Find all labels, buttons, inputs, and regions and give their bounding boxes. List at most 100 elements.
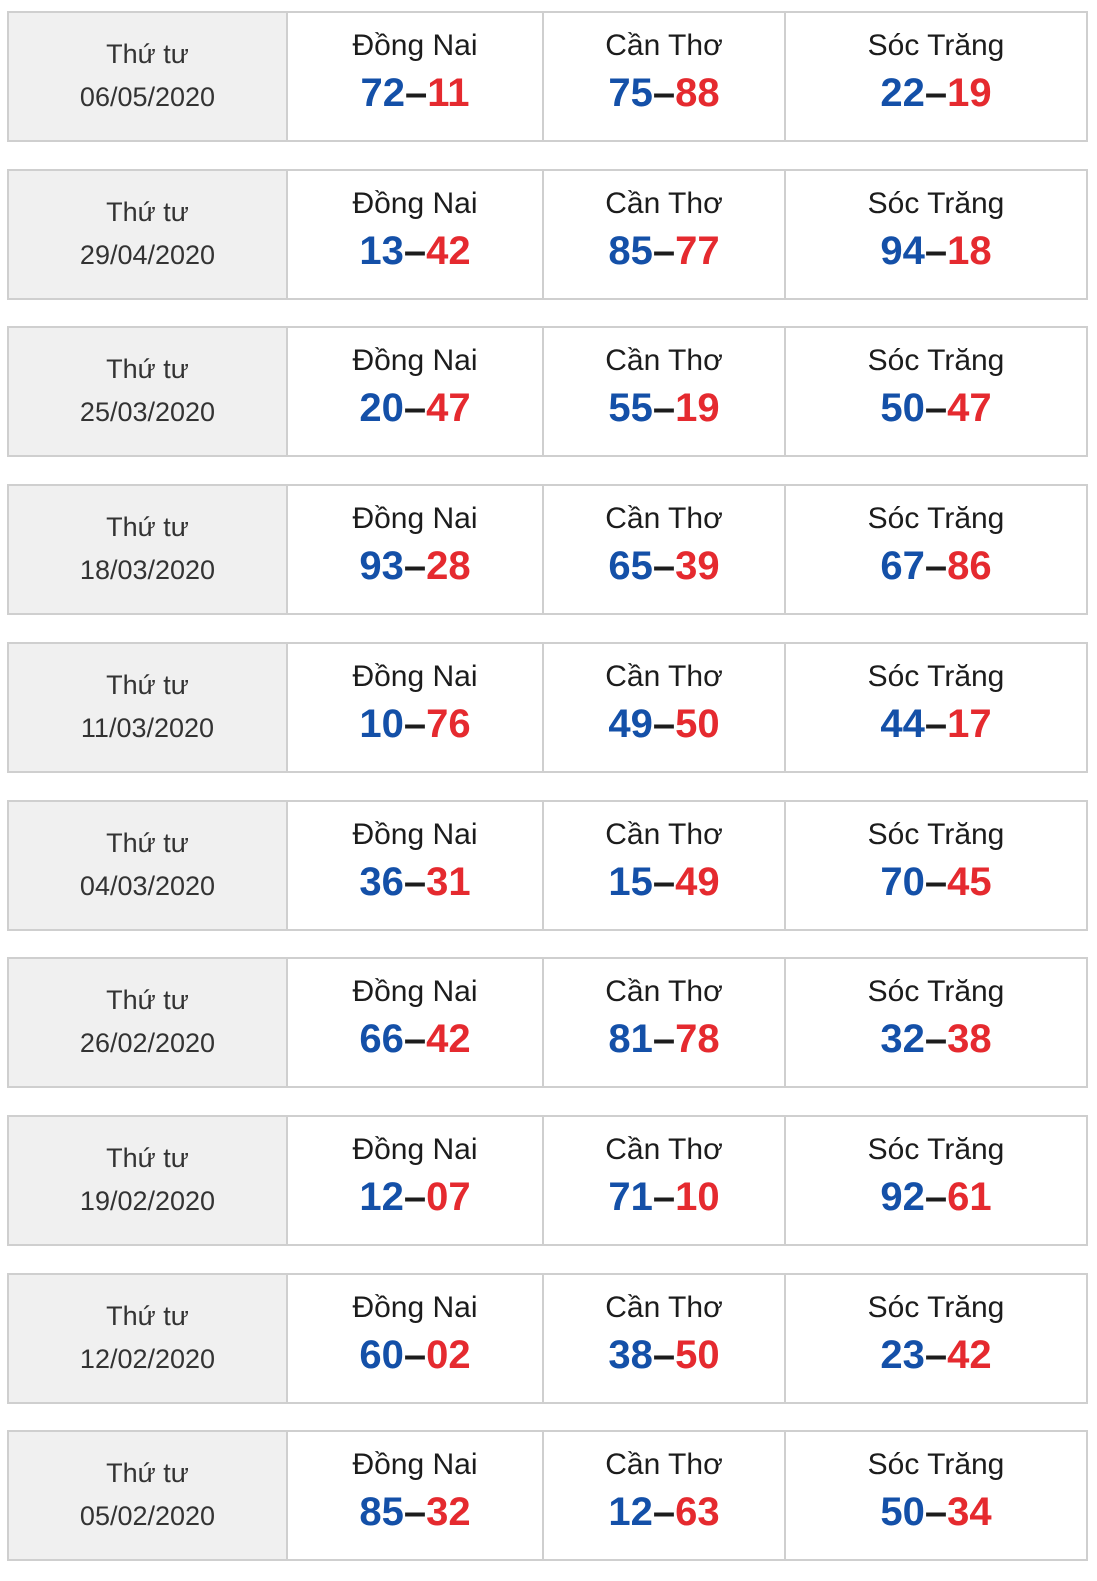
number-separator: – — [403, 1174, 427, 1219]
second-number: 39 — [675, 543, 720, 588]
province-name: Cần Thơ — [605, 186, 723, 220]
date-cell: Thứ tư 19/02/2020 — [7, 1115, 288, 1246]
table-row: Thứ tư 12/02/2020 Đồng Nai 60–02 Cần Thơ 38–5… — [7, 1273, 1088, 1404]
first-number: 75 — [608, 70, 653, 115]
draw-date: 06/05/2020 — [79, 81, 216, 112]
result-numbers: 38–50 — [544, 1332, 784, 1378]
province-name: Sóc Trăng — [867, 343, 1005, 377]
number-separator: – — [652, 385, 676, 430]
result-numbers: 71–10 — [544, 1174, 784, 1220]
weekday-label: Thứ tư — [106, 669, 189, 700]
result-numbers: 50–47 — [786, 385, 1086, 431]
number-separator: – — [652, 543, 676, 588]
province-result-cell: Sóc Trăng 23–42 — [784, 1273, 1088, 1404]
second-number: 19 — [947, 70, 992, 115]
province-result-cell: Sóc Trăng 44–17 — [784, 642, 1088, 773]
weekday-label: Thứ tư — [106, 38, 189, 69]
result-table: Thứ tư 18/03/2020 Đồng Nai 93–28 Cần Thơ 65–3… — [7, 484, 1088, 615]
weekday-label: Thứ tư — [106, 353, 189, 384]
second-number: 02 — [426, 1332, 471, 1377]
result-numbers: 70–45 — [786, 859, 1086, 905]
first-number: 44 — [880, 701, 925, 746]
number-separator: – — [403, 385, 427, 430]
result-numbers: 22–19 — [786, 70, 1086, 116]
province-result-cell: Cần Thơ 81–78 — [542, 957, 786, 1088]
result-numbers: 66–42 — [288, 1016, 542, 1062]
table-row: Thứ tư 25/03/2020 Đồng Nai 20–47 Cần Thơ 55–1… — [7, 326, 1088, 457]
number-separator: – — [924, 385, 948, 430]
first-number: 67 — [880, 543, 925, 588]
first-number: 50 — [880, 385, 925, 430]
first-number: 49 — [608, 701, 653, 746]
province-name: Đồng Nai — [352, 343, 478, 377]
province-result-cell: Sóc Trăng 32–38 — [784, 957, 1088, 1088]
province-name: Cần Thơ — [605, 1132, 723, 1166]
province-name: Sóc Trăng — [867, 28, 1005, 62]
result-numbers: 12–63 — [544, 1489, 784, 1535]
province-name: Cần Thơ — [605, 1290, 723, 1324]
number-separator: – — [403, 701, 427, 746]
province-name: Đồng Nai — [352, 28, 478, 62]
draw-date: 25/03/2020 — [79, 396, 216, 427]
weekday-label: Thứ tư — [106, 1142, 189, 1173]
number-separator: – — [924, 228, 948, 273]
province-result-cell: Đồng Nai 10–76 — [286, 642, 544, 773]
first-number: 12 — [359, 1174, 404, 1219]
province-name: Đồng Nai — [352, 817, 478, 851]
second-number: 32 — [426, 1489, 471, 1534]
province-name: Đồng Nai — [352, 974, 478, 1008]
province-result-cell: Đồng Nai 93–28 — [286, 484, 544, 615]
number-separator: – — [652, 701, 676, 746]
province-result-cell: Đồng Nai 60–02 — [286, 1273, 544, 1404]
province-result-cell: Đồng Nai 66–42 — [286, 957, 544, 1088]
province-name: Đồng Nai — [352, 1132, 478, 1166]
date-cell: Thứ tư 04/03/2020 — [7, 800, 288, 931]
number-separator: – — [924, 1489, 948, 1534]
second-number: 88 — [675, 70, 720, 115]
second-number: 47 — [426, 385, 471, 430]
result-numbers: 12–07 — [288, 1174, 542, 1220]
number-separator: – — [403, 228, 427, 273]
number-separator: – — [924, 1332, 948, 1377]
result-numbers: 94–18 — [786, 228, 1086, 274]
result-numbers: 50–34 — [786, 1489, 1086, 1535]
province-name: Cần Thơ — [605, 28, 723, 62]
first-number: 22 — [880, 70, 925, 115]
province-name: Sóc Trăng — [867, 1132, 1005, 1166]
second-number: 42 — [426, 228, 471, 273]
province-result-cell: Cần Thơ 65–39 — [542, 484, 786, 615]
result-numbers: 32–38 — [786, 1016, 1086, 1062]
province-result-cell: Sóc Trăng 94–18 — [784, 169, 1088, 300]
draw-date: 18/03/2020 — [79, 554, 216, 585]
result-table: Thứ tư 25/03/2020 Đồng Nai 20–47 Cần Thơ 55–1… — [7, 326, 1088, 457]
number-separator: – — [924, 1174, 948, 1219]
province-result-cell: Cần Thơ 15–49 — [542, 800, 786, 931]
date-cell: Thứ tư 18/03/2020 — [7, 484, 288, 615]
result-table: Thứ tư 11/03/2020 Đồng Nai 10–76 Cần Thơ 49–5… — [7, 642, 1088, 773]
number-separator: – — [403, 1489, 427, 1534]
first-number: 12 — [608, 1489, 653, 1534]
table-row: Thứ tư 18/03/2020 Đồng Nai 93–28 Cần Thơ 65–3… — [7, 484, 1088, 615]
date-cell: Thứ tư 05/02/2020 — [7, 1430, 288, 1561]
date-cell: Thứ tư 06/05/2020 — [7, 11, 288, 142]
number-separator: – — [652, 1174, 676, 1219]
number-separator: – — [652, 228, 676, 273]
number-separator: – — [403, 1016, 427, 1061]
province-result-cell: Đồng Nai 13–42 — [286, 169, 544, 300]
province-name: Sóc Trăng — [867, 817, 1005, 851]
second-number: 49 — [675, 859, 720, 904]
province-result-cell: Cần Thơ 49–50 — [542, 642, 786, 773]
weekday-label: Thứ tư — [106, 511, 189, 542]
province-result-cell: Sóc Trăng 22–19 — [784, 11, 1088, 142]
province-name: Cần Thơ — [605, 501, 723, 535]
province-name: Đồng Nai — [352, 1447, 478, 1481]
province-name: Cần Thơ — [605, 1447, 723, 1481]
result-table: Thứ tư 19/02/2020 Đồng Nai 12–07 Cần Thơ 71–1… — [7, 1115, 1088, 1246]
province-name: Cần Thơ — [605, 659, 723, 693]
first-number: 50 — [880, 1489, 925, 1534]
province-result-cell: Cần Thơ 12–63 — [542, 1430, 786, 1561]
number-separator: – — [652, 1016, 676, 1061]
second-number: 76 — [426, 701, 471, 746]
result-table: Thứ tư 12/02/2020 Đồng Nai 60–02 Cần Thơ 38–5… — [7, 1273, 1088, 1404]
